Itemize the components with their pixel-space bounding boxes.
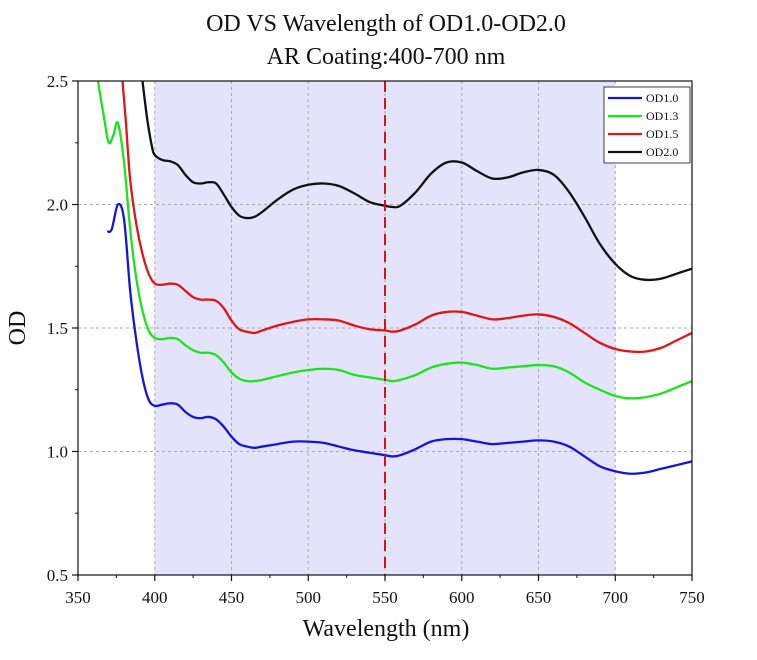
x-tick-label: 400: [142, 588, 168, 607]
x-tick-label: 350: [65, 588, 91, 607]
x-tick-label: 750: [679, 588, 705, 607]
chart-subtitle: AR Coating:400-700 nm: [267, 44, 506, 70]
x-tick-label: 600: [449, 588, 475, 607]
plot-area: 350 400 450 500 550 600 650 700 750 0.5 1.0 1.5 2.0 2…: [47, 72, 705, 607]
x-tick-label: 700: [603, 588, 629, 607]
y-axis-label: OD: [5, 311, 31, 346]
x-tick-label: 500: [296, 588, 322, 607]
x-tick-label: 450: [219, 588, 245, 607]
legend-box: [603, 86, 691, 164]
legend-label: OD1.5: [646, 127, 678, 141]
y-tick-label: 1.5: [47, 319, 68, 338]
legend-label: OD1.3: [646, 109, 678, 123]
legend-label: OD1.0: [646, 91, 678, 105]
x-tick-label: 550: [372, 588, 398, 607]
chart-title: OD VS Wavelength of OD1.0-OD2.0: [206, 11, 566, 37]
y-tick-label: 1.0: [47, 443, 68, 462]
y-tick-label: 2.5: [47, 72, 68, 91]
x-tick-label: 650: [526, 588, 552, 607]
y-tick-label: 2.0: [47, 196, 68, 215]
series-line-od1-3: [96, 81, 692, 400]
y-tick-label: 0.5: [47, 566, 68, 585]
series-line-od1-5: [121, 81, 692, 354]
legend-label: OD2.0: [646, 145, 678, 159]
series-line-od1-0: [106, 202, 692, 475]
x-axis-label: Wavelength (nm): [303, 616, 470, 642]
series-line-od2-0: [141, 81, 692, 282]
